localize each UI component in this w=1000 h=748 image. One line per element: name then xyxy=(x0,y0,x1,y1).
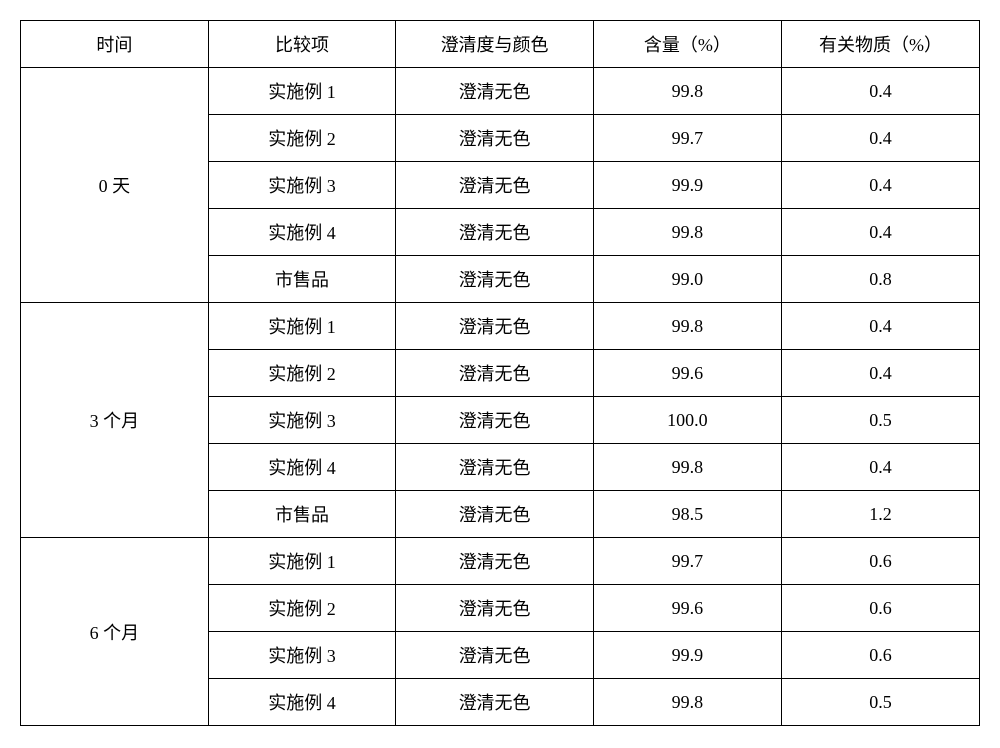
content-cell: 99.7 xyxy=(593,115,781,162)
content-cell: 99.6 xyxy=(593,350,781,397)
impurity-cell: 0.4 xyxy=(781,162,979,209)
time-cell: 3 个月 xyxy=(21,303,209,538)
item-cell: 实施例 3 xyxy=(208,397,396,444)
item-cell: 实施例 1 xyxy=(208,538,396,585)
item-cell: 市售品 xyxy=(208,491,396,538)
clarity-cell: 澄清无色 xyxy=(396,585,594,632)
item-cell: 实施例 3 xyxy=(208,162,396,209)
item-cell: 实施例 2 xyxy=(208,585,396,632)
table-row: 0 天 实施例 1 澄清无色 99.8 0.4 xyxy=(21,68,980,115)
item-cell: 实施例 3 xyxy=(208,632,396,679)
content-cell: 99.0 xyxy=(593,256,781,303)
clarity-cell: 澄清无色 xyxy=(396,115,594,162)
time-cell: 0 天 xyxy=(21,68,209,303)
time-cell: 6 个月 xyxy=(21,538,209,726)
content-cell: 99.8 xyxy=(593,303,781,350)
item-cell: 实施例 1 xyxy=(208,68,396,115)
content-cell: 99.8 xyxy=(593,68,781,115)
table-row: 3 个月 实施例 1 澄清无色 99.8 0.4 xyxy=(21,303,980,350)
clarity-cell: 澄清无色 xyxy=(396,303,594,350)
stability-table: 时间 比较项 澄清度与颜色 含量（%） 有关物质（%） 0 天 实施例 1 澄清… xyxy=(20,20,980,726)
content-cell: 99.8 xyxy=(593,444,781,491)
impurity-cell: 0.4 xyxy=(781,68,979,115)
impurity-cell: 0.4 xyxy=(781,350,979,397)
table-row: 6 个月 实施例 1 澄清无色 99.7 0.6 xyxy=(21,538,980,585)
impurity-cell: 0.4 xyxy=(781,209,979,256)
content-cell: 100.0 xyxy=(593,397,781,444)
impurity-cell: 0.4 xyxy=(781,444,979,491)
clarity-cell: 澄清无色 xyxy=(396,350,594,397)
item-cell: 实施例 1 xyxy=(208,303,396,350)
clarity-cell: 澄清无色 xyxy=(396,444,594,491)
impurity-cell: 0.4 xyxy=(781,115,979,162)
clarity-cell: 澄清无色 xyxy=(396,491,594,538)
content-cell: 98.5 xyxy=(593,491,781,538)
item-cell: 实施例 2 xyxy=(208,115,396,162)
clarity-cell: 澄清无色 xyxy=(396,632,594,679)
header-impurity: 有关物质（%） xyxy=(781,21,979,68)
item-cell: 市售品 xyxy=(208,256,396,303)
item-cell: 实施例 2 xyxy=(208,350,396,397)
content-cell: 99.7 xyxy=(593,538,781,585)
header-time: 时间 xyxy=(21,21,209,68)
clarity-cell: 澄清无色 xyxy=(396,397,594,444)
header-content: 含量（%） xyxy=(593,21,781,68)
impurity-cell: 0.6 xyxy=(781,632,979,679)
impurity-cell: 0.6 xyxy=(781,585,979,632)
content-cell: 99.6 xyxy=(593,585,781,632)
item-cell: 实施例 4 xyxy=(208,209,396,256)
header-item: 比较项 xyxy=(208,21,396,68)
header-clarity: 澄清度与颜色 xyxy=(396,21,594,68)
content-cell: 99.8 xyxy=(593,679,781,726)
clarity-cell: 澄清无色 xyxy=(396,68,594,115)
content-cell: 99.9 xyxy=(593,632,781,679)
clarity-cell: 澄清无色 xyxy=(396,162,594,209)
impurity-cell: 0.5 xyxy=(781,679,979,726)
table-body: 0 天 实施例 1 澄清无色 99.8 0.4 实施例 2 澄清无色 99.7 … xyxy=(21,68,980,726)
impurity-cell: 1.2 xyxy=(781,491,979,538)
item-cell: 实施例 4 xyxy=(208,444,396,491)
content-cell: 99.8 xyxy=(593,209,781,256)
impurity-cell: 0.5 xyxy=(781,397,979,444)
content-cell: 99.9 xyxy=(593,162,781,209)
table-header-row: 时间 比较项 澄清度与颜色 含量（%） 有关物质（%） xyxy=(21,21,980,68)
clarity-cell: 澄清无色 xyxy=(396,209,594,256)
clarity-cell: 澄清无色 xyxy=(396,256,594,303)
impurity-cell: 0.6 xyxy=(781,538,979,585)
clarity-cell: 澄清无色 xyxy=(396,538,594,585)
impurity-cell: 0.4 xyxy=(781,303,979,350)
clarity-cell: 澄清无色 xyxy=(396,679,594,726)
item-cell: 实施例 4 xyxy=(208,679,396,726)
impurity-cell: 0.8 xyxy=(781,256,979,303)
